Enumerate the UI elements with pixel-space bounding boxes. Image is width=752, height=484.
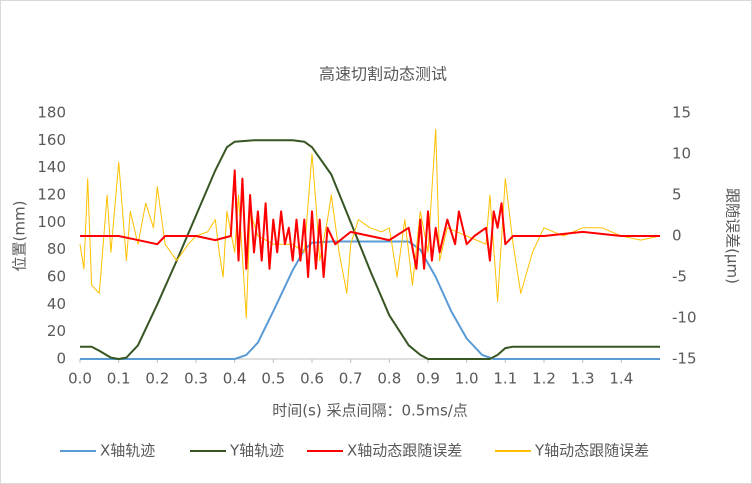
series-line	[80, 240, 660, 360]
legend-label: X轴轨迹	[100, 442, 155, 460]
y-tick-label: 0	[56, 350, 66, 368]
y2-tick-label: 0	[672, 227, 682, 245]
x-tick-label: 1.2	[532, 370, 556, 388]
x-tick-label: 1.1	[493, 370, 517, 388]
x-tick-label: 0.1	[107, 370, 131, 388]
y-tick-label: 60	[47, 268, 66, 286]
x-tick-label: 0.2	[145, 370, 169, 388]
x-tick-label: 1.4	[609, 370, 633, 388]
y2-tick-label: 15	[672, 104, 691, 122]
y2-axis-label: 跟随误差(μm)	[724, 188, 742, 284]
legend-label: Y轴动态跟随误差	[534, 442, 649, 460]
y2-tick-label: -15	[672, 350, 697, 368]
y-tick-label: 80	[47, 240, 66, 258]
y2-tick-label: -10	[672, 309, 697, 327]
series-line	[80, 169, 660, 278]
y-tick-label: 140	[37, 158, 66, 176]
x-tick-label: 0.5	[261, 370, 285, 388]
x-tick-label: 0.4	[223, 370, 247, 388]
x-tick-label: 0.0	[68, 370, 92, 388]
y-axis-label: 位置(mm)	[11, 201, 29, 272]
y2-tick-label: -5	[672, 268, 687, 286]
chart-title: 高速切割动态测试	[319, 65, 447, 84]
y-tick-label: 20	[47, 322, 66, 340]
y-tick-label: 100	[37, 213, 66, 231]
y2-tick-label: 5	[672, 186, 682, 204]
x-tick-label: 0.9	[416, 370, 440, 388]
x-axis-label: 时间(s) 采点间隔：0.5ms/点	[272, 402, 468, 420]
y-tick-label: 160	[37, 131, 66, 149]
y-tick-label: 180	[37, 104, 66, 122]
x-tick-label: 1.0	[455, 370, 479, 388]
x-tick-label: 1.3	[571, 370, 595, 388]
y-tick-label: 120	[37, 186, 66, 204]
x-tick-label: 0.3	[184, 370, 208, 388]
legend-label: X轴动态跟随误差	[347, 442, 462, 460]
y2-tick-label: 10	[672, 145, 691, 163]
y-tick-label: 40	[47, 295, 66, 313]
series-line	[80, 139, 660, 360]
legend-label: Y轴轨迹	[229, 442, 284, 460]
x-tick-label: 0.6	[300, 370, 324, 388]
x-tick-label: 0.8	[377, 370, 401, 388]
x-tick-label: 0.7	[339, 370, 363, 388]
